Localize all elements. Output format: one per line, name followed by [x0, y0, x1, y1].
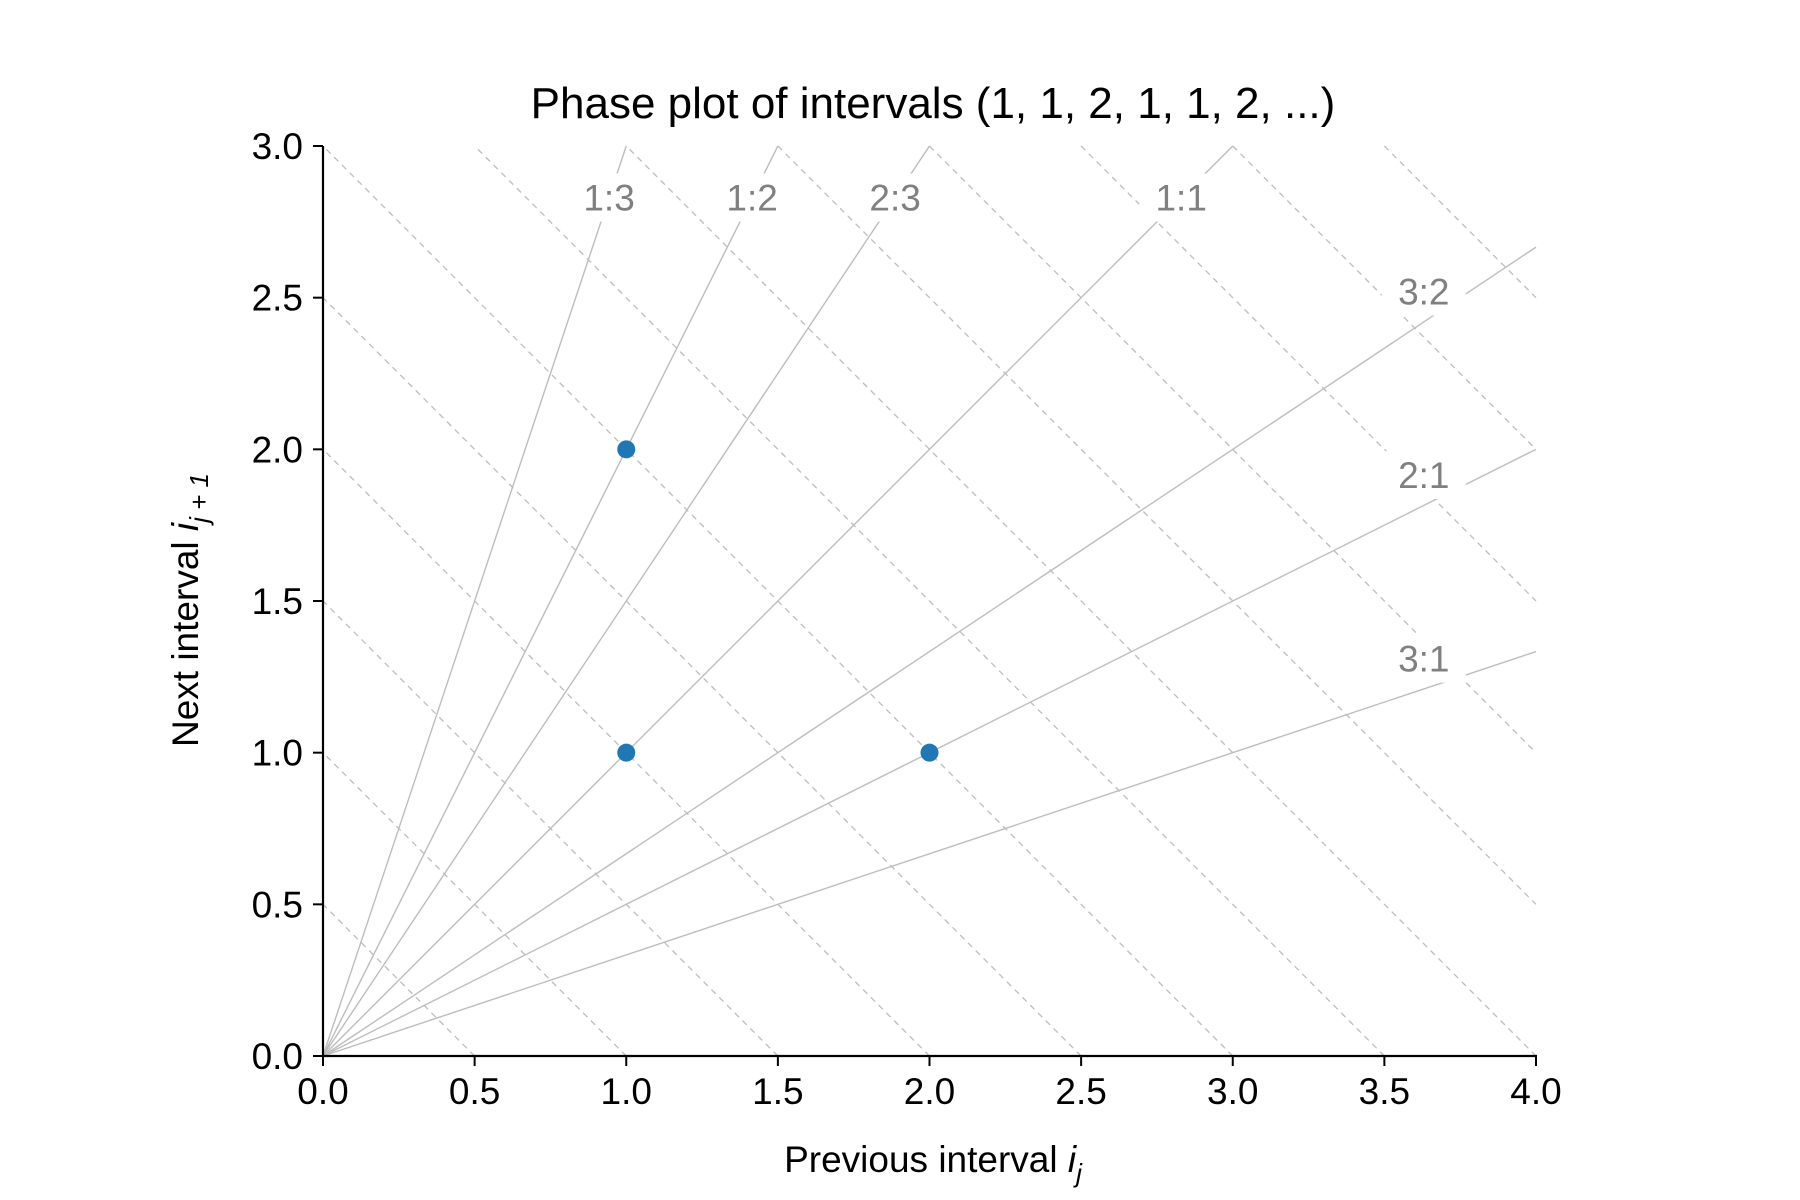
- ratio-label-background: [1381, 267, 1466, 316]
- x-axis-label-var: i: [1068, 1139, 1078, 1180]
- x-tick-label: 2.5: [1055, 1071, 1106, 1112]
- y-tick-label: 0.0: [252, 1036, 303, 1077]
- ratio-label-background: [1381, 451, 1466, 500]
- ratio-guide-line: [322, 246, 1537, 1057]
- sum-guide-line: [625, 145, 1537, 1057]
- ratio-label: 3:1: [1398, 639, 1449, 680]
- ratio-label: 1:3: [583, 178, 634, 219]
- sum-guide-line: [322, 297, 1082, 1057]
- x-axis-label: Previous interval ij: [784, 1139, 1083, 1188]
- ratio-label: 1:1: [1155, 178, 1206, 219]
- ratio-label-background: [1139, 173, 1224, 222]
- data-point: [617, 743, 636, 762]
- chart-title: Phase plot of intervals (1, 1, 2, 1, 1, …: [531, 79, 1336, 128]
- ratio-label: 1:2: [726, 178, 777, 219]
- x-axis-label-sub: j: [1073, 1158, 1083, 1188]
- ratio-label-background: [853, 173, 938, 222]
- ratio-label: 2:1: [1398, 455, 1449, 496]
- x-tick-label: 3.5: [1359, 1071, 1410, 1112]
- ratio-label: 2:3: [869, 178, 920, 219]
- ratio-label-background: [1381, 634, 1466, 683]
- y-axis-label-sub: j + 1: [184, 473, 214, 526]
- x-tick-label: 3.0: [1207, 1071, 1258, 1112]
- ratio-guide-lines: [322, 145, 1537, 1057]
- x-tick-label: 0.5: [449, 1071, 500, 1112]
- y-tick-label: 1.5: [252, 581, 303, 622]
- sum-guide-line: [1383, 145, 1537, 299]
- ratio-label: 3:2: [1398, 272, 1449, 313]
- ratio-guide-line: [322, 145, 779, 1057]
- y-tick-label: 0.5: [252, 884, 303, 925]
- data-points: [617, 440, 939, 762]
- sum-guide-lines: [322, 145, 1537, 1057]
- x-axis-ticks: 0.0 0.5 1.0 1.5 2.0 2.5 3.0 3.5 4.0: [297, 1056, 1562, 1112]
- x-tick-label: 1.5: [752, 1071, 803, 1112]
- y-axis-label: Next interval ij + 1: [165, 473, 214, 747]
- sum-guide-line: [474, 145, 1385, 1057]
- x-tick-label: 1.0: [601, 1071, 652, 1112]
- ratio-guide-line: [322, 145, 1234, 1057]
- ratio-labels: 1:3 1:2 2:3 1:1 3:2 2:1 3:1: [567, 173, 1466, 683]
- ratio-label-background: [567, 173, 652, 222]
- data-point: [617, 440, 636, 459]
- y-tick-label: 2.0: [252, 429, 303, 470]
- y-axis-label-var: i: [165, 521, 206, 531]
- sum-guide-line: [777, 145, 1537, 905]
- ratio-label-background: [710, 173, 795, 222]
- ratio-guide-line: [322, 145, 627, 1057]
- y-tick-label: 3.0: [252, 126, 303, 167]
- x-tick-label: 0.0: [297, 1071, 348, 1112]
- data-point: [920, 743, 939, 762]
- x-tick-label: 2.0: [904, 1071, 955, 1112]
- x-tick-label: 4.0: [1510, 1071, 1561, 1112]
- y-axis-ticks: 0.0 0.5 1.0 1.5 2.0 2.5 3.0: [252, 126, 323, 1077]
- y-tick-label: 1.0: [252, 733, 303, 774]
- y-tick-label: 2.5: [252, 278, 303, 319]
- x-axis-label-text: Previous interval: [784, 1139, 1068, 1180]
- ratio-guide-line: [322, 650, 1537, 1057]
- ratio-guide-line: [322, 145, 931, 1057]
- y-axis-label-text: Next interval: [165, 531, 206, 747]
- sum-guide-line: [322, 903, 476, 1057]
- sum-guide-line: [1080, 145, 1537, 602]
